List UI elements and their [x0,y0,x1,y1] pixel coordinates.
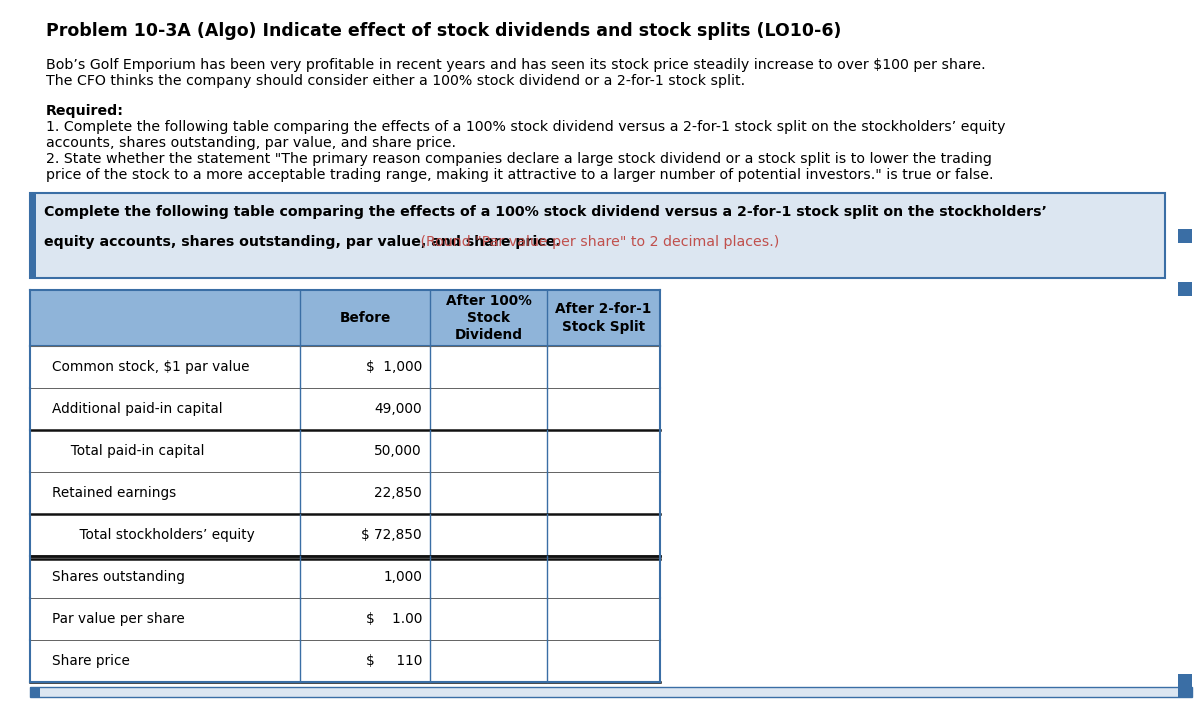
Text: The CFO thinks the company should consider either a 100% stock dividend or a 2-f: The CFO thinks the company should consid… [46,74,745,88]
Text: 2. State whether the statement "The primary reason companies declare a large sto: 2. State whether the statement "The prim… [46,152,992,166]
FancyBboxPatch shape [30,193,1165,278]
Text: After 2-for-1
Stock Split: After 2-for-1 Stock Split [556,302,652,334]
Bar [1178,229,1192,243]
Text: $  1,000: $ 1,000 [366,360,422,374]
Text: Retained earnings: Retained earnings [52,486,176,500]
Text: $     110: $ 110 [366,654,422,668]
Text: Required:: Required: [46,104,124,118]
Text: Share price: Share price [52,654,130,668]
Bar [30,687,40,697]
Text: $    1.00: $ 1.00 [366,612,422,626]
Text: After 100%
Stock
Dividend: After 100% Stock Dividend [445,294,532,342]
Text: 1. Complete the following table comparing the effects of a 100% stock dividend v: 1. Complete the following table comparin… [46,120,1006,134]
Text: 49,000: 49,000 [374,402,422,416]
Bar [30,556,660,598]
Bar [30,598,660,640]
Text: 50,000: 50,000 [374,444,422,458]
Text: price of the stock to a more acceptable trading range, making it attractive to a: price of the stock to a more acceptable … [46,168,994,182]
Text: Bob’s Golf Emporium has been very profitable in recent years and has seen its st: Bob’s Golf Emporium has been very profit… [46,58,985,72]
Bar [30,388,660,430]
Bar [30,472,660,514]
Bar [1178,687,1192,697]
Bar [1178,674,1192,688]
Text: Par value per share: Par value per share [52,612,185,626]
Bar [30,290,660,346]
Text: Common stock, $1 par value: Common stock, $1 par value [52,360,250,374]
Text: $ 72,850: $ 72,850 [361,528,422,542]
Text: Before: Before [340,311,391,325]
Text: Shares outstanding: Shares outstanding [52,570,185,584]
Bar [30,514,660,556]
Text: accounts, shares outstanding, par value, and share price.: accounts, shares outstanding, par value,… [46,136,456,150]
Text: 1,000: 1,000 [383,570,422,584]
Text: (Round "Par value per share" to 2 decimal places.): (Round "Par value per share" to 2 decima… [416,235,780,249]
Text: 22,850: 22,850 [374,486,422,500]
Text: equity accounts, shares outstanding, par value, and share price.: equity accounts, shares outstanding, par… [44,235,560,249]
Text: Complete the following table comparing the effects of a 100% stock dividend vers: Complete the following table comparing t… [44,205,1046,219]
Bar [30,346,660,388]
Bar [30,687,1192,697]
Bar [30,430,660,472]
Bar [30,640,660,682]
Text: Total paid-in capital: Total paid-in capital [62,444,204,458]
Text: Total stockholders’ equity: Total stockholders’ equity [62,528,254,542]
Bar [1178,282,1192,296]
Text: Additional paid-in capital: Additional paid-in capital [52,402,223,416]
Bar [30,193,36,278]
Text: Problem 10-3A (Algo) Indicate effect of stock dividends and stock splits (LO10-6: Problem 10-3A (Algo) Indicate effect of … [46,22,841,40]
